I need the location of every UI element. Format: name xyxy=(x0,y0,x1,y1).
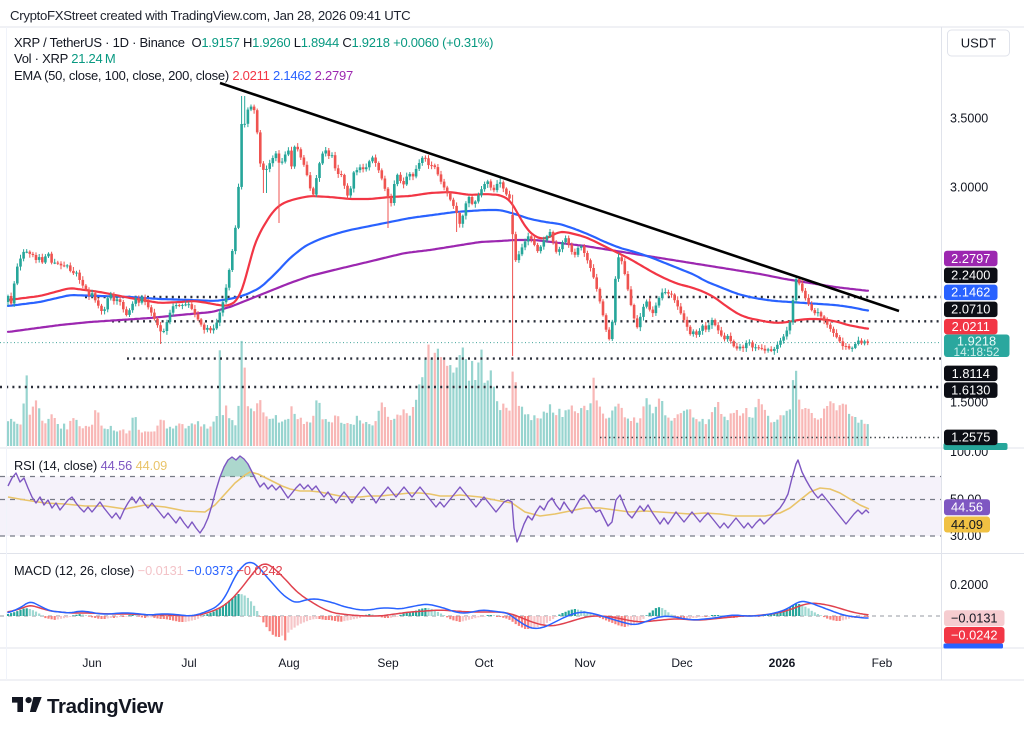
svg-text:Nov: Nov xyxy=(574,656,595,670)
svg-text:Sep: Sep xyxy=(377,656,399,670)
svg-text:TradingView: TradingView xyxy=(47,695,163,718)
svg-text:EMA (50, close, 100, close, 20: EMA (50, close, 100, close, 200, close) … xyxy=(14,68,353,83)
svg-text:2.0710: 2.0710 xyxy=(951,302,990,317)
svg-text:Aug: Aug xyxy=(278,656,299,670)
svg-text:1.2575: 1.2575 xyxy=(951,430,990,445)
svg-text:44.56: 44.56 xyxy=(951,500,983,515)
svg-text:0.2000: 0.2000 xyxy=(950,578,988,592)
svg-text:Dec: Dec xyxy=(671,656,692,670)
svg-text:1.8114: 1.8114 xyxy=(952,366,990,381)
svg-text:USDT: USDT xyxy=(961,36,996,51)
svg-text:2.2400: 2.2400 xyxy=(951,268,990,283)
svg-text:Oct: Oct xyxy=(475,656,494,670)
svg-text:2.0211: 2.0211 xyxy=(952,319,990,334)
svg-text:3.5000: 3.5000 xyxy=(950,112,988,126)
svg-text:1.6130: 1.6130 xyxy=(951,383,990,398)
svg-text:RSI (14, close) 44.56 44.09: RSI (14, close) 44.56 44.09 xyxy=(14,458,167,473)
svg-text:1.5000: 1.5000 xyxy=(950,396,988,410)
svg-text:2.1462: 2.1462 xyxy=(951,285,990,300)
svg-text:MACD (12, 26, close) −0.0131 −: MACD (12, 26, close) −0.0131 −0.0373 −0.… xyxy=(14,563,282,578)
svg-text:2026: 2026 xyxy=(769,656,796,670)
svg-text:Jun: Jun xyxy=(82,656,101,670)
svg-text:CryptoFXStreet created with Tr: CryptoFXStreet created with TradingView.… xyxy=(10,8,411,23)
svg-text:Vol · XRP 21.24 M: Vol · XRP 21.24 M xyxy=(14,51,115,66)
svg-text:44.09: 44.09 xyxy=(951,517,983,532)
svg-text:2.2797: 2.2797 xyxy=(951,251,990,266)
svg-text:−0.0242: −0.0242 xyxy=(951,628,998,643)
svg-text:XRP / TetherUS · 1D · Binance: XRP / TetherUS · 1D · Binance O1.9157 H1… xyxy=(14,35,493,50)
svg-text:14:18:52: 14:18:52 xyxy=(954,345,1000,359)
svg-text:3.0000: 3.0000 xyxy=(950,181,988,195)
svg-text:−0.0131: −0.0131 xyxy=(951,611,998,626)
svg-text:Feb: Feb xyxy=(872,656,893,670)
svg-text:1.9218: 1.9218 xyxy=(957,333,996,348)
svg-text:Jul: Jul xyxy=(181,656,196,670)
